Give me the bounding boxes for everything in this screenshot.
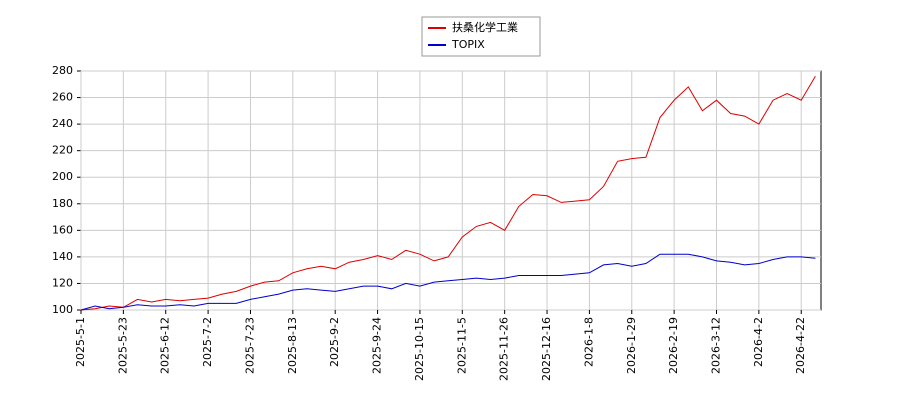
y-tick-label: 280 — [52, 64, 73, 77]
y-tick-label: 100 — [52, 303, 73, 316]
x-tick-label: 2026-2-19 — [667, 317, 680, 374]
x-tick-label: 2025-7-23 — [243, 317, 256, 374]
x-tick-label: 2025-6-12 — [159, 317, 172, 374]
plot-frame — [80, 70, 822, 311]
x-tick-label: 2025-11-5 — [455, 317, 468, 374]
y-tick-label: 240 — [52, 117, 73, 130]
x-tick-label: 2025-10-15 — [413, 317, 426, 381]
legend: 扶桑化学工業 TOPIX — [421, 16, 541, 57]
legend-label: 扶桑化学工業 — [452, 20, 518, 34]
line-series — [80, 253, 816, 311]
x-tick-label: 2026-4-22 — [794, 317, 807, 374]
y-tick-label: 200 — [52, 170, 73, 183]
x-tick-label: 2026-4-2 — [752, 317, 765, 367]
legend-box — [421, 16, 541, 57]
x-tick-label: 2025-9-24 — [371, 317, 384, 374]
x-tick-label: 2025-9-2 — [328, 317, 341, 367]
x-tick-label: 2025-7-2 — [201, 317, 214, 367]
x-tick-label: 2025-12-16 — [540, 317, 553, 381]
x-tick-label: 2025-8-13 — [286, 317, 299, 374]
line-series — [80, 76, 816, 311]
y-tick-label: 140 — [52, 250, 73, 263]
x-tick-label: 2026-3-12 — [709, 317, 722, 374]
y-tick-label: 160 — [52, 223, 73, 236]
x-tick-label: 2026-1-8 — [582, 317, 595, 367]
x-tick-label: 2026-1-29 — [625, 317, 638, 374]
y-tick-label: 260 — [52, 91, 73, 104]
y-tick-label: 120 — [52, 276, 73, 289]
x-tick-label: 2025-5-1 — [74, 317, 87, 367]
y-tick-label: 220 — [52, 144, 73, 157]
y-tick-label: 180 — [52, 197, 73, 210]
legend-label: TOPIX — [451, 38, 485, 51]
x-tick-label: 2025-11-26 — [498, 317, 511, 381]
x-tick-label: 2025-5-23 — [116, 317, 129, 374]
